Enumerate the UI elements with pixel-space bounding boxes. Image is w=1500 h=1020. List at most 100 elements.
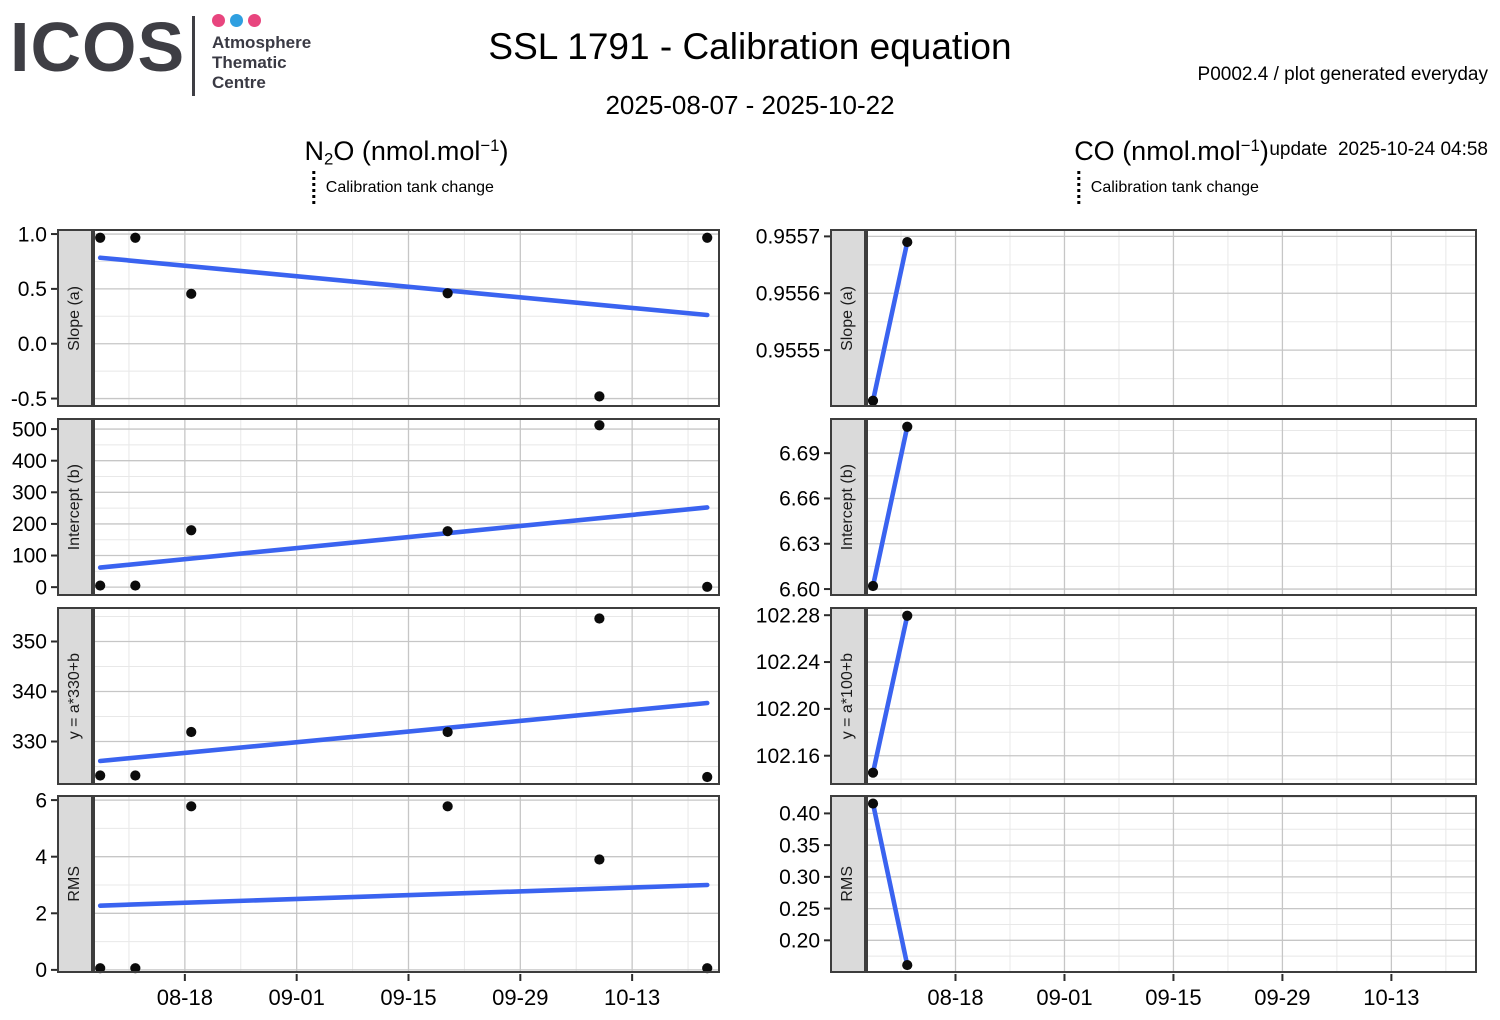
data-point [186, 726, 197, 738]
x-tick-label: 09-15 [1145, 985, 1201, 1010]
panel-co-0 [866, 229, 1477, 407]
x-tick-label: 10-13 [604, 985, 660, 1010]
y-tick-label: 6.60 [779, 578, 820, 601]
data-point [95, 770, 106, 781]
y-tick-label: 6.66 [779, 488, 820, 511]
trend-line [870, 801, 910, 968]
y-tick-label: 1.0 [18, 223, 47, 246]
data-point [702, 771, 713, 783]
x-tick-label: 10-13 [1363, 985, 1419, 1010]
data-point [594, 854, 605, 865]
y-tick-label: 0.25 [779, 898, 820, 921]
data-points [867, 236, 913, 406]
data-point [442, 726, 453, 738]
x-tick-label: 09-15 [380, 985, 436, 1010]
data-point [95, 580, 106, 591]
strip-co-2: y = a*100+b [830, 607, 866, 785]
panel-n2o-0 [93, 229, 720, 407]
logo-dot-icon [230, 14, 243, 27]
column-title-n2o: N2O (nmol.mol−1) [177, 136, 637, 169]
trend-line [870, 424, 910, 589]
grid-minor [93, 418, 720, 596]
data-point [902, 236, 913, 248]
formula-part: 2 [324, 149, 334, 169]
data-points [95, 232, 713, 402]
calibration-tank-change-dotted-line-icon [1076, 171, 1080, 204]
data-point [702, 232, 713, 243]
data-point [902, 959, 913, 971]
logo-dots-icon [212, 14, 261, 27]
data-point [867, 767, 879, 778]
logo-dot-icon [212, 14, 225, 27]
formula-part: O (nmol.mol [333, 136, 481, 167]
grid-major [866, 607, 1477, 785]
grid-minor [866, 795, 1477, 973]
y-tick-label: 400 [12, 450, 47, 473]
y-axis-n2o-row1: 500 400 300 200 100 0 [12, 418, 57, 599]
panel-co-2 [866, 607, 1477, 785]
y-axis-co-row3: 0.40 0.35 0.30 0.25 0.20 [779, 803, 830, 953]
legend-n2o: Calibration tank change [311, 171, 494, 204]
y-tick-label: 0 [35, 959, 47, 982]
y-tick-label: 4 [35, 846, 47, 869]
y-tick-label: 6.63 [779, 533, 820, 556]
meta-update-line: update 2025-10-24 04:58 [1269, 139, 1488, 160]
icos-logo: ICOS [10, 8, 186, 86]
grid-major [93, 418, 720, 596]
calibration-tank-change-dotted-line-icon [311, 171, 315, 204]
y-tick-label: 102.16 [756, 745, 820, 768]
x-tick-label: 09-29 [1254, 985, 1310, 1010]
data-point [186, 801, 197, 812]
grid-major [866, 229, 1477, 407]
formula-part: ) [1259, 136, 1269, 167]
logo-unit-line: Thematic [212, 53, 287, 72]
logo-unit-line: Centre [212, 73, 266, 92]
formula-part: ) [499, 136, 509, 167]
strip-co-3: RMS [830, 795, 866, 973]
data-point [186, 288, 197, 299]
strip-n2o-3: RMS [57, 795, 93, 973]
y-tick-label: 340 [12, 681, 47, 704]
x-tick-label: 09-29 [492, 985, 548, 1010]
x-tick-label: 09-01 [269, 985, 325, 1010]
trend-line [97, 505, 710, 570]
y-tick-label: 500 [12, 418, 47, 441]
y-axis-n2o-row2: 350 340 330 [12, 631, 57, 754]
grid-minor [93, 229, 720, 407]
legend-co: Calibration tank change [1076, 171, 1259, 204]
data-point [594, 391, 605, 402]
data-point [130, 963, 141, 974]
panel-n2o-2 [93, 607, 720, 785]
y-tick-label: 0.40 [779, 803, 820, 826]
data-point [95, 232, 106, 243]
logo-dot-icon [248, 14, 261, 27]
legend-label: Calibration tank change [325, 178, 494, 196]
data-point [442, 526, 453, 537]
plot-meta-info: P0002.4 / plot generated everyday update… [1198, 12, 1488, 212]
trend-line [97, 255, 710, 318]
y-tick-label: 102.20 [756, 698, 820, 721]
trend-line [97, 882, 710, 908]
data-point [442, 801, 453, 812]
legend-label: Calibration tank change [1090, 178, 1259, 196]
page-title: SSL 1791 - Calibration equation [488, 26, 1012, 67]
y-tick-label: 102.24 [756, 651, 821, 674]
y-axis-n2o-row0: 1.0 0.5 0.0 -0.5 [11, 223, 57, 411]
panel-co-1 [866, 418, 1477, 596]
trend-line [870, 613, 910, 776]
panel-n2o-3 [93, 795, 720, 974]
data-points [95, 613, 713, 783]
panel-n2o-1 [93, 418, 720, 596]
data-point [867, 395, 879, 406]
y-tick-label: 0.9555 [756, 339, 820, 362]
formula-part: −1 [1240, 136, 1260, 155]
data-point [130, 770, 141, 781]
y-tick-label: 0.9556 [756, 282, 820, 305]
trend-line [97, 700, 710, 764]
trend-line [870, 239, 910, 404]
data-point [130, 580, 141, 591]
data-points [867, 798, 913, 971]
strip-co-0: Slope (a) [830, 229, 866, 407]
grid-minor [866, 418, 1477, 596]
column-title-co: CO (nmol.mol−1) [942, 136, 1402, 169]
